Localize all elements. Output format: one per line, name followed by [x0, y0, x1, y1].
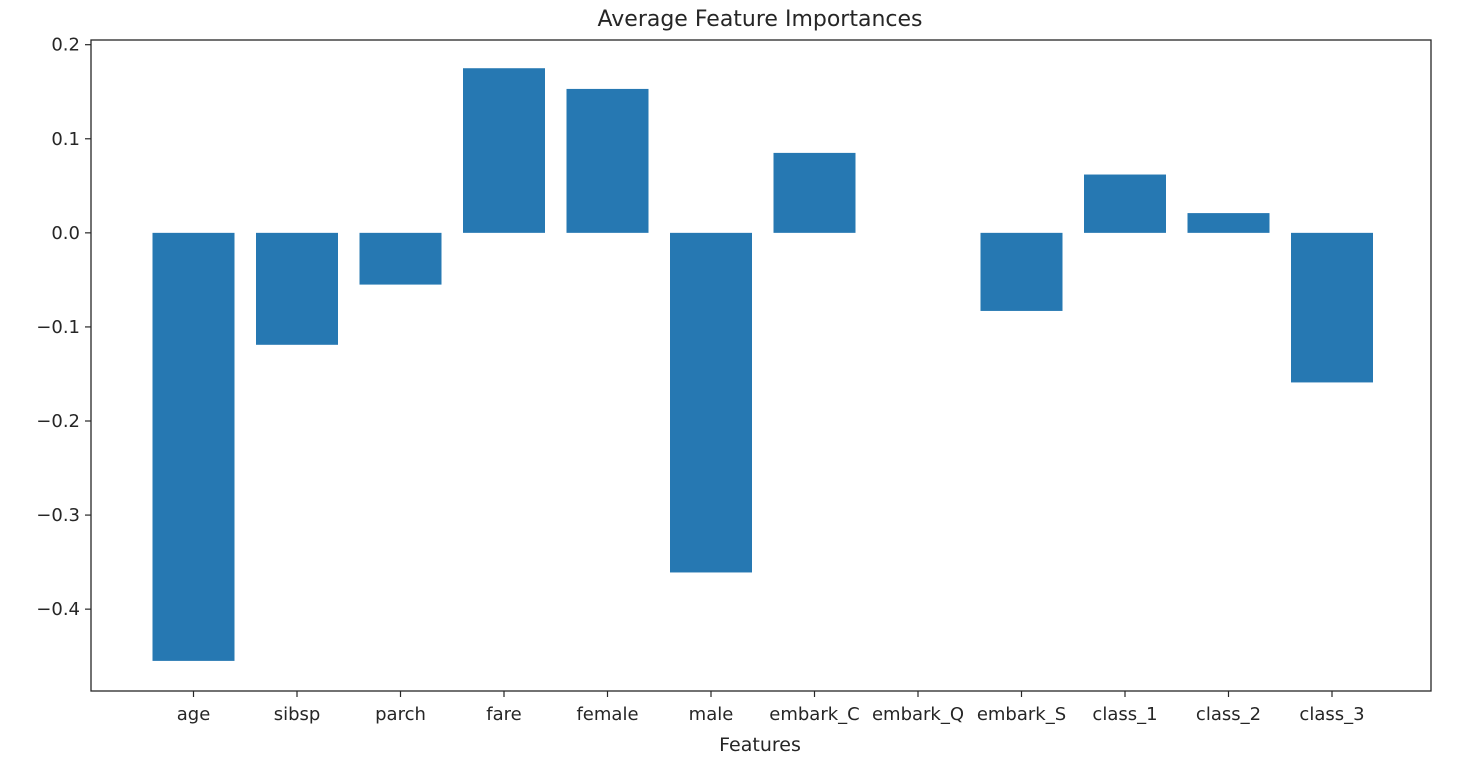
- bar-class-2: [1187, 213, 1270, 233]
- x-tick-label: female: [576, 704, 638, 725]
- x-axis-label: Features: [719, 734, 801, 756]
- bar-embark-s: [980, 232, 1063, 311]
- x-tick-label: male: [689, 704, 734, 725]
- x-tick-label: age: [177, 704, 211, 725]
- bar-parch: [359, 232, 442, 285]
- bar-class-1: [1084, 174, 1166, 233]
- x-tick-label: embark_Q: [872, 704, 964, 725]
- bar-embark-c: [773, 152, 856, 233]
- y-tick-label: 0.1: [51, 129, 80, 150]
- x-tick-label: class_2: [1196, 704, 1261, 725]
- x-axis: age sibsp parch fare female male embark_C embar…: [177, 691, 1365, 725]
- y-tick-label: 0.2: [51, 35, 80, 56]
- x-tick-label: class_1: [1092, 704, 1157, 725]
- bar-class-3: [1291, 232, 1373, 383]
- y-axis: 0.2 0.1 0.0 −0.1 −0.2 −0.3 −0.4: [36, 35, 91, 620]
- bar-age: [152, 232, 235, 661]
- x-tick-label: sibsp: [274, 704, 321, 725]
- bar-female: [566, 88, 649, 233]
- y-tick-label: −0.4: [36, 599, 80, 620]
- y-tick-label: 0.0: [51, 223, 80, 244]
- x-tick-label: fare: [486, 704, 521, 725]
- chart-title: Average Feature Importances: [598, 7, 923, 32]
- x-tick-label: parch: [375, 704, 426, 725]
- x-tick-label: embark_S: [977, 704, 1066, 725]
- plot-frame: [90, 39, 1432, 692]
- x-tick-label: embark_C: [769, 704, 859, 725]
- bar-sibsp: [256, 232, 338, 345]
- bar-male: [670, 232, 752, 573]
- y-tick-label: −0.1: [36, 317, 80, 338]
- bars-layer: [152, 68, 1373, 661]
- y-tick-label: −0.3: [36, 505, 80, 526]
- y-tick-label: −0.2: [36, 411, 80, 432]
- x-tick-label: class_3: [1299, 704, 1364, 725]
- bar-fare: [463, 68, 545, 233]
